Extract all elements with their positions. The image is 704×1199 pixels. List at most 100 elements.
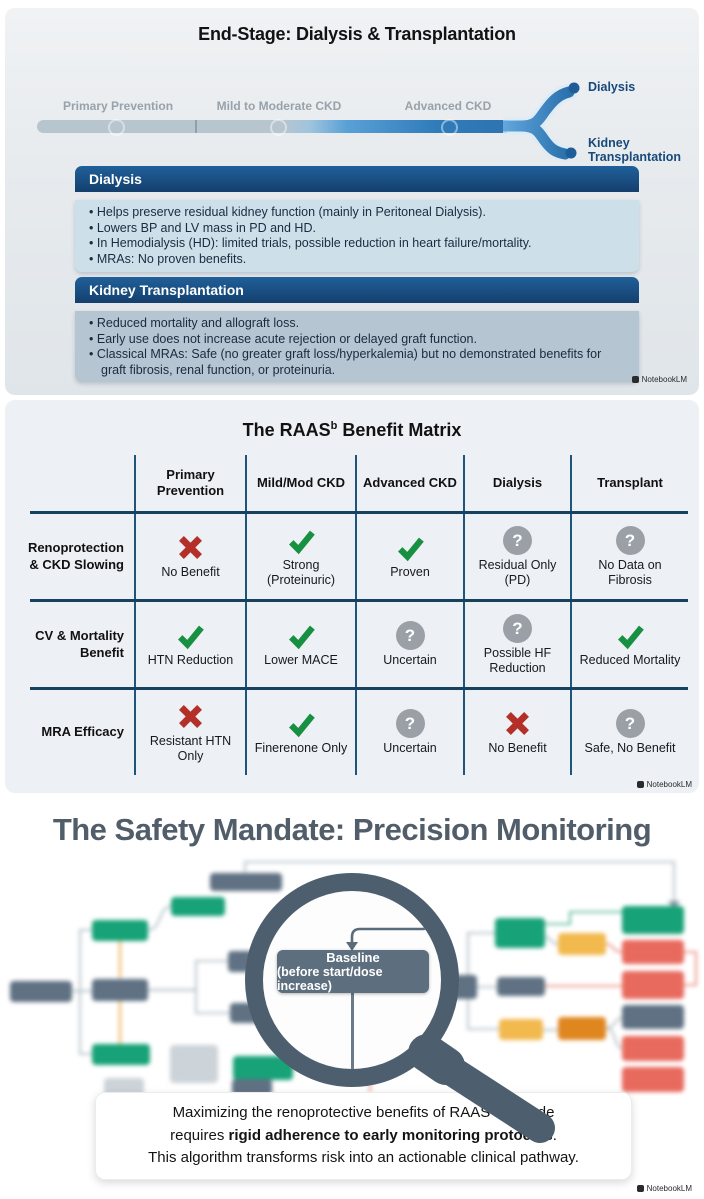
flowchart-node	[622, 971, 684, 999]
magnifier-lens: Baseline (before start/dose increase)	[245, 873, 459, 1087]
row-label: Renoprotection & CKD Slowing	[27, 540, 124, 572]
question-icon: ?	[395, 621, 425, 651]
caption-line2-post: .	[552, 1126, 557, 1144]
column-header: Dialysis	[463, 455, 570, 511]
watermark: NotebookLM	[631, 375, 687, 384]
flowchart-node	[622, 940, 684, 964]
cell-label: Proven	[390, 565, 430, 580]
timeline-marker-icon	[441, 119, 458, 136]
branch-dialysis-label: Dialysis	[588, 80, 636, 94]
flowchart-node	[558, 933, 606, 955]
cell-label: Uncertain	[383, 653, 437, 668]
cell-label: No Data on Fibrosis	[598, 558, 662, 587]
watermark: NotebookLM	[636, 780, 692, 789]
safety-mandate-title: The Safety Mandate: Precision Monitoring	[52, 812, 652, 847]
cell-label: Finerenone Only	[254, 741, 348, 756]
column-header: Transplant	[570, 455, 688, 511]
arrow-down-icon	[346, 891, 432, 951]
matrix-title: The RAASb Benefit Matrix	[0, 420, 704, 441]
flowchart-node	[622, 1036, 684, 1061]
flowchart-node	[232, 1079, 272, 1095]
matrix-cell: No Benefit	[463, 690, 570, 775]
matrix-row: CV & Mortality Benefit HTN Reduction Lower…	[30, 599, 688, 687]
question-icon: ?	[395, 709, 425, 739]
check-icon	[288, 713, 315, 738]
matrix-cell: ? Possible HF Reduction	[463, 602, 570, 687]
caption-line2: requires rigid adherence to early monito…	[170, 1125, 557, 1148]
cell-label: Reduced Mortality	[579, 653, 681, 668]
timeline-marker-icon	[108, 119, 125, 136]
flowchart-node	[92, 1044, 150, 1065]
matrix-body: Renoprotection & CKD Slowing No Benefit St…	[27, 511, 688, 775]
transplant-panel-header: Kidney Transplantation	[75, 277, 639, 303]
cell-label: Uncertain	[383, 741, 437, 756]
matrix-title-pre: The RAAS	[242, 420, 331, 440]
cell-label: HTN Reduction	[147, 653, 234, 668]
matrix-cell: Lower MACE	[245, 602, 355, 687]
column-header: Mild/Mod CKD	[245, 455, 355, 511]
timeline-marker-icon	[270, 119, 287, 136]
caption-line1: Maximizing the renoprotective benefits o…	[172, 1104, 555, 1122]
matrix-cell: ? Uncertain	[355, 690, 463, 775]
bullet-item: In Hemodialysis (HD): limited trials, po…	[89, 236, 625, 252]
section-benefit-matrix	[5, 400, 699, 793]
transplant-bullets: Reduced mortality and allograft loss.Ear…	[89, 316, 625, 378]
flowchart-node	[171, 897, 225, 916]
bullet-item: Helps preserve residual kidney function …	[89, 205, 625, 221]
matrix-cell: Resistant HTN Only	[134, 690, 245, 775]
matrix-title-post: Benefit Matrix	[337, 420, 462, 440]
stage-advanced-ckd: Advanced CKD	[404, 99, 492, 113]
branch-transplant-line1: Kidney	[588, 136, 630, 150]
cell-label: No Benefit	[161, 565, 220, 580]
flowchart-blurred-layer	[0, 860, 704, 1120]
flow-line	[351, 993, 354, 1069]
notebooklm-icon	[636, 781, 644, 788]
watermark-text: NotebookLM	[641, 375, 687, 384]
dialysis-panel-body: Helps preserve residual kidney function …	[75, 200, 639, 272]
dialysis-bullets: Helps preserve residual kidney function …	[89, 205, 625, 267]
cell-label: No Benefit	[488, 741, 547, 756]
flowchart-node	[622, 906, 684, 934]
flowchart-node	[497, 977, 545, 996]
question-icon: ?	[503, 526, 532, 556]
timeline-bar	[37, 119, 507, 136]
section-end-stage: End-Stage: Dialysis & Transplantation Pr…	[5, 8, 699, 395]
bullet-item: Lowers BP and LV mass in PD and HD.	[89, 221, 625, 237]
row-label: CV & Mortality Benefit	[35, 628, 124, 660]
cell-label: Lower MACE	[264, 653, 338, 668]
matrix-row: MRA Efficacy Resistant HTN Only Finerenone…	[30, 687, 688, 775]
timeline-fork-icon	[503, 82, 580, 163]
caption-line2-bold: rigid adherence to early monitoring prot…	[228, 1126, 553, 1144]
notebooklm-icon	[631, 376, 639, 383]
matrix-cell: Strong (Proteinuric)	[245, 514, 355, 599]
row-label: MRA Efficacy	[41, 724, 124, 740]
cell-label: Safe, No Benefit	[584, 741, 676, 756]
matrix-row: Renoprotection & CKD Slowing No Benefit St…	[27, 511, 688, 599]
branch-transplant-label: Kidney Transplantation	[588, 136, 681, 165]
bullet-item: MRAs: No proven benefits.	[89, 252, 625, 268]
caption-line2-pre: requires	[170, 1126, 229, 1144]
watermark-text: NotebookLM	[646, 780, 692, 789]
flowchart-node	[10, 981, 72, 1002]
flowchart-node	[104, 1078, 144, 1095]
flowchart-node	[92, 920, 148, 941]
branch-transplant-line2: Transplantation	[588, 150, 682, 165]
flowchart-node	[170, 1045, 218, 1083]
transplant-panel-body: Reduced mortality and allograft loss.Ear…	[75, 311, 639, 382]
flowchart-node	[210, 873, 282, 891]
matrix-cell: ? No Data on Fibrosis	[570, 514, 688, 599]
column-header: Advanced CKD	[355, 455, 463, 511]
column-header: Primary Prevention	[134, 455, 245, 511]
cell-label: Strong (Proteinuric)	[266, 558, 336, 587]
matrix-cell: ? Residual Only (PD)	[463, 514, 570, 599]
cell-label: Possible HF Reduction	[483, 646, 552, 675]
question-icon: ?	[615, 526, 645, 556]
column-header-spacer	[30, 455, 134, 511]
cross-icon	[179, 705, 202, 729]
flowchart-node	[495, 918, 545, 948]
cell-label: Residual Only (PD)	[478, 558, 557, 587]
baseline-label-line2: (before start/dose increase)	[277, 965, 383, 993]
question-icon: ?	[503, 614, 532, 644]
flowchart-connectors	[72, 861, 697, 1092]
flowchart-node	[92, 979, 148, 1001]
